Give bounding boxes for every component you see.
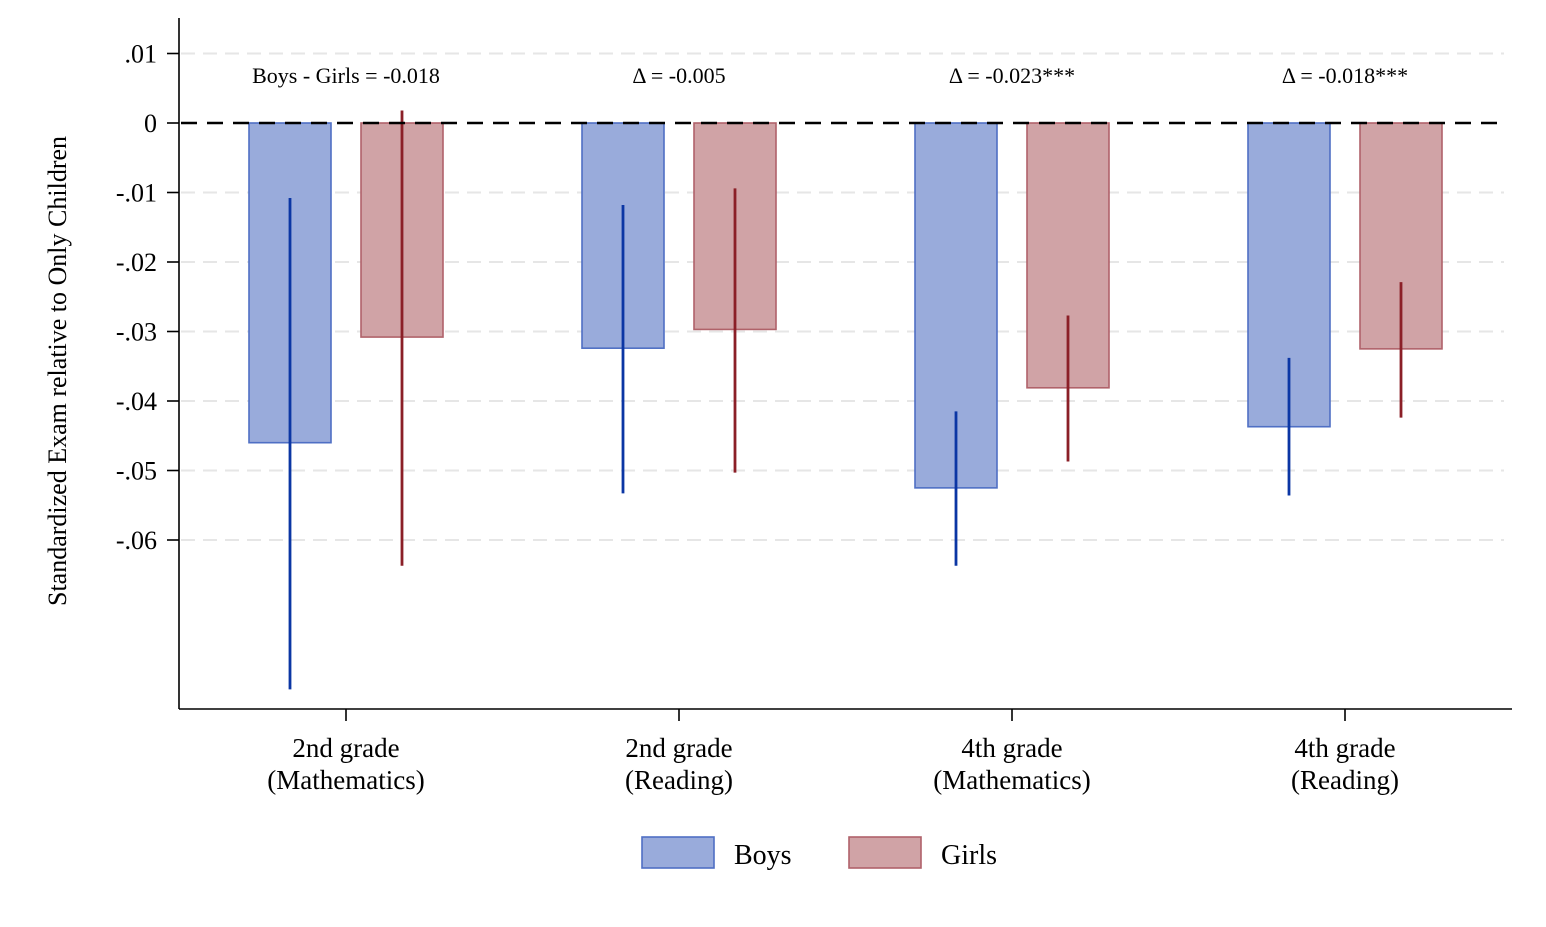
legend-label-girls: Girls: [941, 840, 997, 871]
x-tick-label-line1: 2nd grade: [292, 733, 399, 763]
difference-annotation: Δ = -0.005: [632, 63, 725, 88]
difference-annotation: Δ = -0.018***: [1282, 63, 1408, 88]
y-tick-label: -.06: [116, 526, 157, 555]
legend: Boys Girls: [641, 836, 997, 871]
x-tick-label-line1: 4th grade: [1294, 733, 1395, 763]
y-axis-ticks: .01 0 -.01 -.02 -.03 -.04 -.05 -.06: [116, 40, 179, 555]
annotations: Boys - Girls = -0.018 Δ = -0.005 Δ = -0.02…: [252, 63, 1408, 88]
x-tick-label-line1: 2nd grade: [625, 733, 732, 763]
y-tick-label: -.01: [116, 179, 157, 208]
legend-label-boys: Boys: [734, 840, 792, 871]
y-tick-label: -.04: [116, 387, 157, 416]
bars: [248, 122, 1443, 489]
difference-annotation: Boys - Girls = -0.018: [252, 63, 440, 88]
x-tick-label-line2: (Reading): [1291, 765, 1399, 795]
y-tick-label: -.03: [116, 318, 157, 347]
x-tick-label-line1: 4th grade: [961, 733, 1062, 763]
x-tick-label-line2: (Reading): [625, 765, 733, 795]
y-tick-label: -.02: [116, 248, 157, 277]
x-tick-label-line2: (Mathematics): [933, 765, 1090, 795]
axes: [178, 18, 1512, 710]
legend-swatch-girls: [848, 836, 922, 869]
confidence-intervals: [288, 110, 1403, 690]
y-tick-label: 0: [144, 109, 157, 138]
x-axis-ticks: 2nd grade(Mathematics)2nd grade(Reading)…: [267, 709, 1399, 795]
y-axis-title: Standardized Exam relative to Only Child…: [43, 136, 72, 606]
y-tick-label: -.05: [116, 457, 157, 486]
x-tick-label-line2: (Mathematics): [267, 765, 424, 795]
legend-swatch-boys: [641, 836, 715, 869]
y-tick-label: .01: [125, 40, 158, 69]
difference-annotation: Δ = -0.023***: [949, 63, 1075, 88]
